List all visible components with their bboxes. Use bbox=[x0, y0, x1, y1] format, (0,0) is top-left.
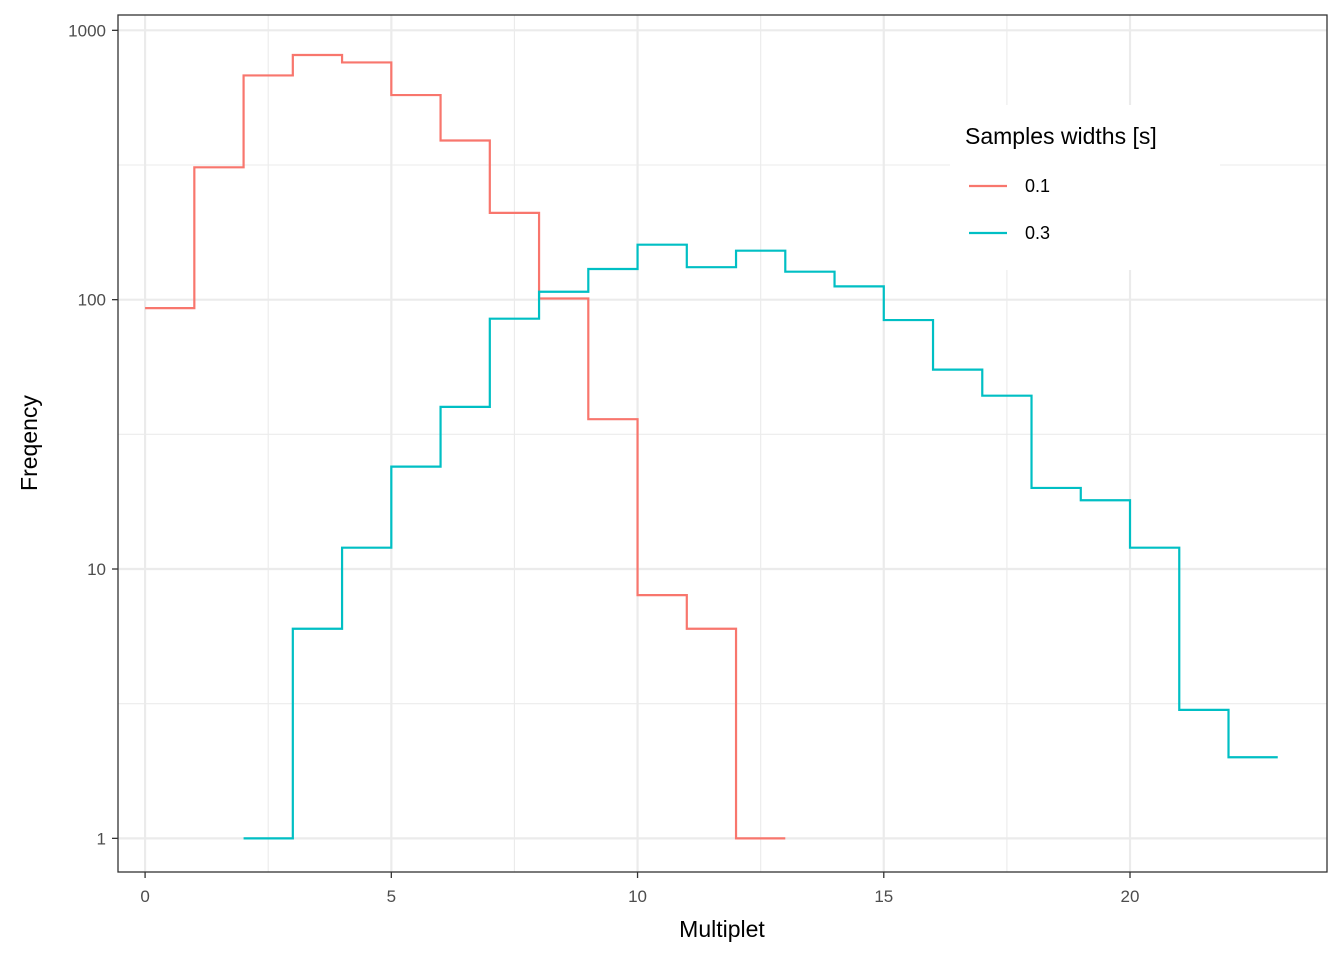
x-tick-label: 0 bbox=[140, 887, 149, 906]
legend-background bbox=[950, 105, 1220, 270]
legend: Samples widths [s] 0.1 0.3 bbox=[950, 105, 1220, 270]
plot-border bbox=[117, 14, 1328, 873]
x-axis-ticks: 0 5 10 15 20 bbox=[140, 872, 1139, 906]
y-tick-label: 1 bbox=[97, 829, 106, 848]
y-tick-label: 100 bbox=[78, 291, 106, 310]
x-axis-title: Multiplet bbox=[679, 916, 765, 942]
y-axis-title: Freqency bbox=[16, 395, 42, 491]
legend-title: Samples widths [s] bbox=[965, 123, 1157, 149]
series-line-0-3 bbox=[243, 243, 1278, 840]
x-tick-label: 20 bbox=[1121, 887, 1140, 906]
series-line-0-1 bbox=[145, 53, 786, 840]
y-tick-label: 1000 bbox=[68, 21, 106, 40]
x-tick-label: 5 bbox=[387, 887, 396, 906]
y-axis-ticks: 1 10 100 1000 bbox=[68, 21, 118, 848]
series-lines bbox=[145, 53, 1278, 840]
x-tick-label: 10 bbox=[628, 887, 647, 906]
legend-label-series-0-3: 0.3 bbox=[1025, 223, 1050, 243]
legend-label-series-0-1: 0.1 bbox=[1025, 176, 1050, 196]
x-tick-label: 15 bbox=[874, 887, 893, 906]
y-tick-label: 10 bbox=[87, 560, 106, 579]
